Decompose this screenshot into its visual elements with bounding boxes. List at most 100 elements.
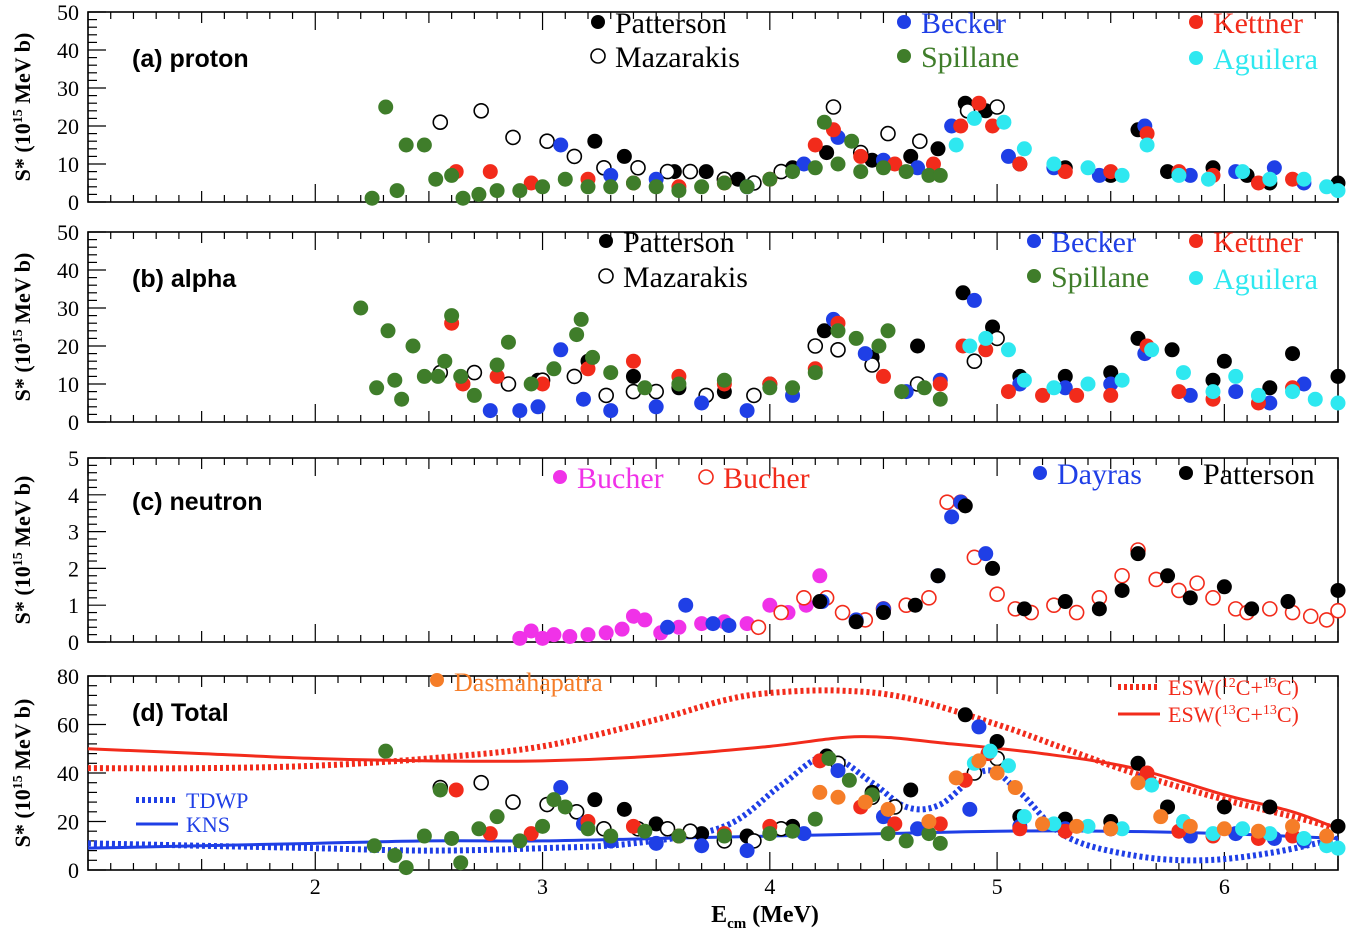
data-point-kettner	[1000, 384, 1016, 400]
data-point-bucher-filled	[614, 621, 630, 637]
data-point-patterson	[616, 148, 632, 164]
series-spillane	[353, 300, 948, 407]
y-tick-label: 3	[68, 520, 79, 545]
data-point-spillane	[546, 361, 562, 377]
data-point-becker	[482, 403, 498, 419]
legend-aguilera: Aguilera	[1189, 43, 1318, 76]
data-point-spillane	[916, 380, 932, 396]
data-point-spillane	[444, 308, 460, 324]
data-point-aguilera	[1114, 167, 1130, 183]
data-point-spillane	[432, 782, 448, 798]
data-point-bucher-filled	[562, 628, 578, 644]
data-point-spillane	[625, 175, 641, 191]
curve-legend-label: ESW(12C+13C)	[1168, 675, 1299, 700]
panel-title: (d) Total	[132, 699, 229, 727]
legend-marker	[1189, 15, 1203, 29]
data-point-becker	[1091, 167, 1107, 183]
data-point-aguilera	[948, 137, 964, 153]
data-point-becker	[553, 137, 569, 153]
data-point-becker	[1296, 376, 1312, 392]
data-point-patterson	[985, 560, 1001, 576]
data-point-kettner	[925, 156, 941, 172]
y-axis-title-main: S* (10	[10, 123, 35, 181]
legend-label: Patterson	[615, 7, 727, 40]
legend-marker	[1189, 271, 1203, 285]
data-point-spillane	[830, 323, 846, 339]
data-point-dasmahapatra	[1007, 780, 1023, 796]
data-point-dasmahapatra	[1216, 821, 1232, 837]
data-point-patterson	[587, 133, 603, 149]
data-point-kettner	[932, 816, 948, 832]
data-point-patterson	[1057, 368, 1073, 384]
y-tick-label: 20	[57, 810, 79, 835]
data-point-patterson	[812, 594, 828, 610]
data-point-patterson	[1164, 342, 1180, 358]
legend-label: Becker	[1051, 226, 1136, 259]
data-point-becker	[796, 156, 812, 172]
data-point-spillane	[821, 750, 837, 766]
data-point-mazarakis	[825, 99, 842, 115]
legend-label: Spillane	[1051, 261, 1149, 294]
data-point-becker	[1262, 395, 1278, 411]
y-axis-title-sup: 15	[11, 109, 26, 123]
data-point-spillane	[921, 167, 937, 183]
data-point-kettner	[1012, 156, 1028, 172]
data-point-becker	[910, 821, 926, 837]
data-point-mazarakis	[566, 148, 583, 165]
series-aguilera	[948, 110, 1346, 199]
data-point-kettner	[489, 368, 505, 384]
data-point-patterson	[616, 801, 632, 817]
y-tick-label: 40	[57, 38, 79, 63]
data-point-spillane	[444, 167, 460, 183]
data-point-patterson	[907, 597, 923, 613]
data-point-bucher-open	[1189, 575, 1205, 591]
y-tick-label: 20	[57, 334, 79, 359]
data-point-kettner	[1171, 384, 1187, 400]
data-point-kettner	[482, 164, 498, 180]
data-point-mazarakis	[966, 353, 983, 370]
data-point-aguilera	[1296, 171, 1312, 187]
data-point-aguilera	[1330, 183, 1346, 199]
panel-title: (a) proton	[132, 45, 249, 73]
y-axis-title-unit: MeV b)	[10, 33, 35, 110]
data-point-spillane	[416, 368, 432, 384]
data-point-spillane	[816, 114, 832, 130]
y-tick-label: 40	[57, 761, 79, 786]
y-axis-title-main: S* (10	[10, 789, 35, 847]
data-point-kettner	[625, 353, 641, 369]
legend-spillane: Spillane	[1027, 261, 1149, 294]
data-point-kettner	[1057, 823, 1073, 839]
data-point-spillane	[648, 179, 664, 195]
y-tick-label: 20	[57, 114, 79, 139]
x-axis-title-unit: (MeV)	[746, 902, 819, 928]
legend-dayras: Dayras	[1033, 458, 1142, 491]
data-point-bucher-filled	[625, 608, 641, 624]
data-point-kettner	[1012, 821, 1028, 837]
legend-bucher-filled: Bucher	[553, 462, 664, 495]
data-point-aguilera	[1228, 368, 1244, 384]
y-axis-title-sup: 15	[11, 775, 26, 789]
series-kettner	[448, 95, 1301, 195]
data-point-dayras	[721, 617, 737, 633]
data-point-patterson	[875, 605, 891, 621]
data-point-dasmahapatra	[880, 801, 896, 817]
data-point-spillane	[369, 380, 385, 396]
data-point-patterson	[1130, 546, 1146, 562]
curve-kns	[87, 829, 1339, 850]
data-point-patterson	[930, 568, 946, 584]
data-point-aguilera	[1307, 391, 1323, 407]
data-point-becker	[648, 835, 664, 851]
data-point-patterson	[1262, 380, 1278, 396]
data-point-kettner	[971, 95, 987, 111]
legend-marker	[897, 49, 911, 63]
data-point-dasmahapatra	[857, 794, 873, 810]
data-point-patterson	[1216, 799, 1232, 815]
legend-patterson: Patterson	[591, 7, 727, 40]
data-point-patterson	[957, 707, 973, 723]
data-point-patterson	[625, 368, 641, 384]
data-point-bucher-open	[1262, 601, 1278, 617]
data-point-patterson	[1330, 818, 1346, 834]
legend-patterson: Patterson	[599, 226, 735, 259]
data-point-becker	[971, 719, 987, 735]
legend-label: Becker	[921, 7, 1006, 40]
